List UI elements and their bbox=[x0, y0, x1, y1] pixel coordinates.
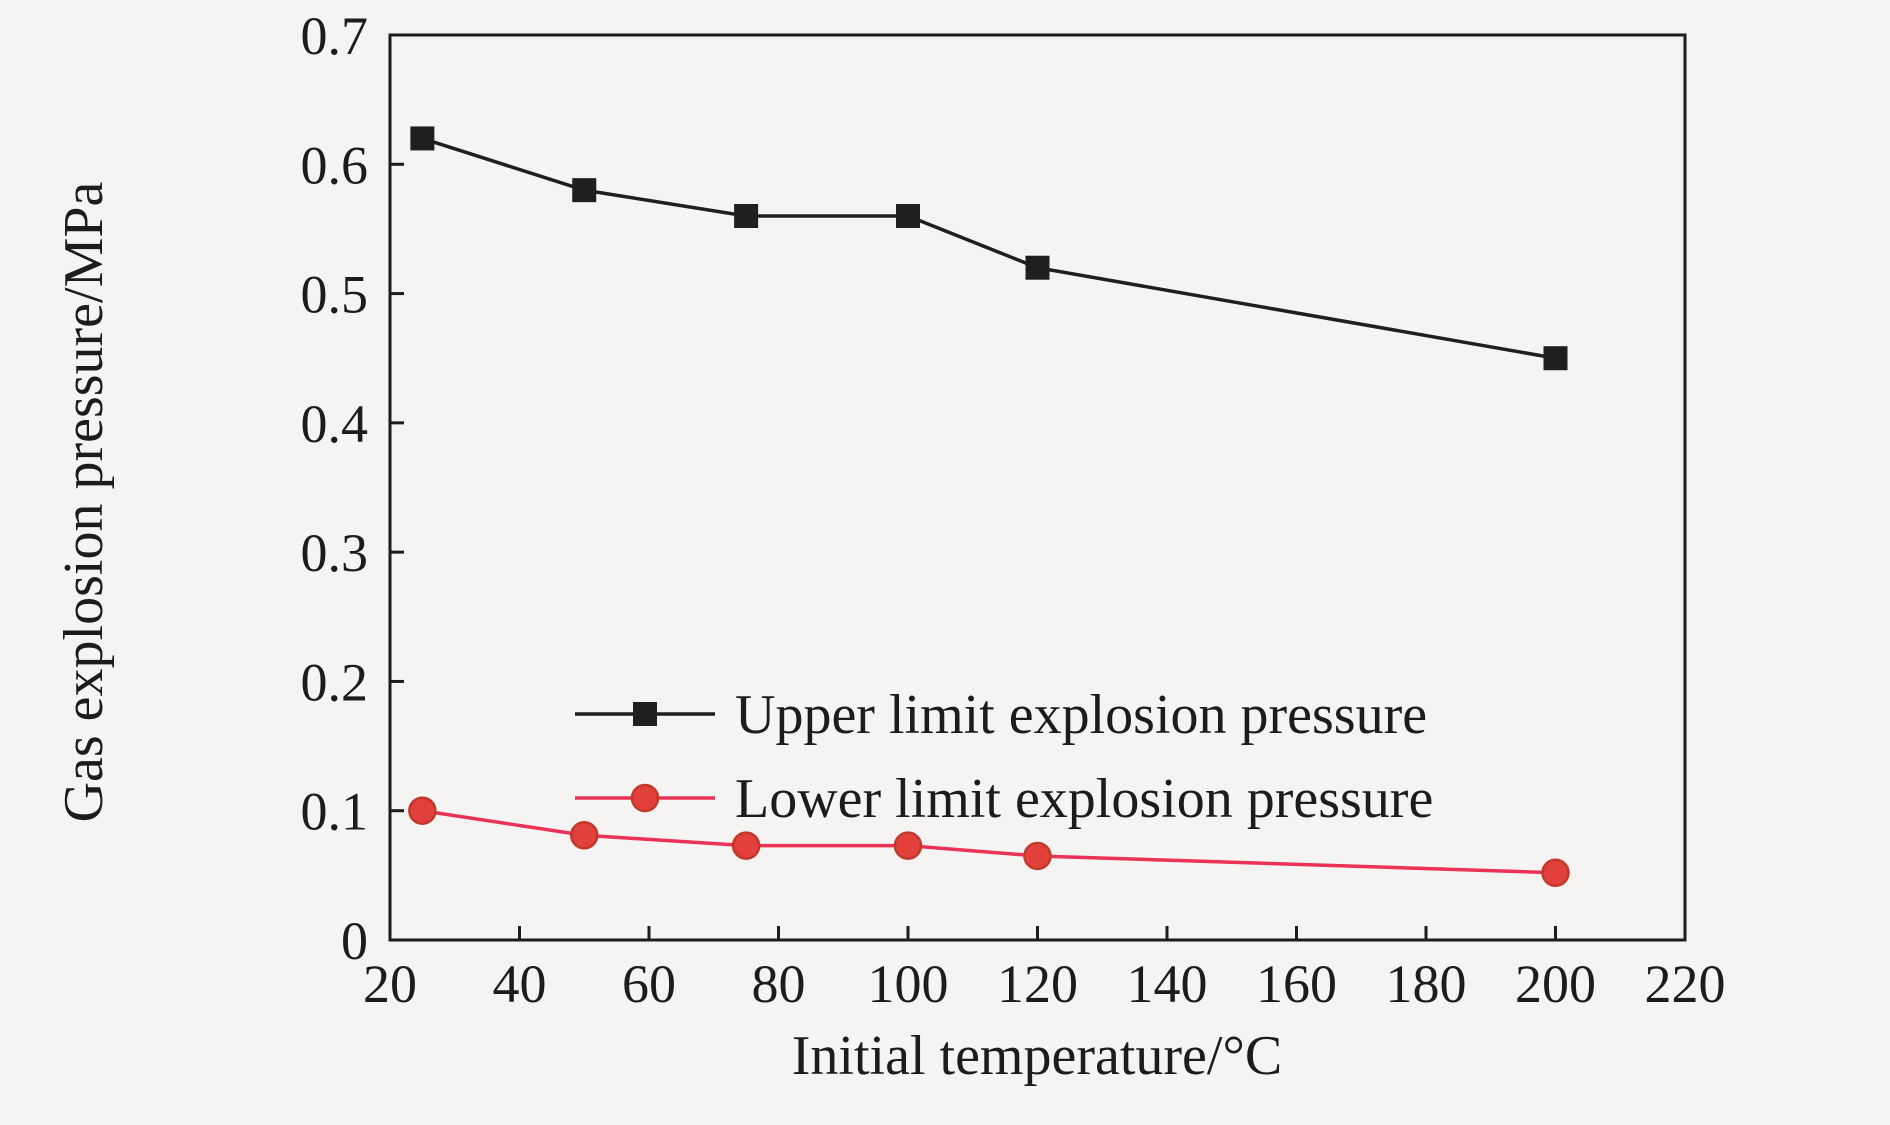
series-0-marker bbox=[1025, 255, 1050, 280]
series-1-marker bbox=[731, 831, 761, 860]
x-tick-label: 160 bbox=[1256, 954, 1337, 1014]
series-1-marker bbox=[570, 821, 599, 850]
x-tick-label: 20 bbox=[363, 954, 417, 1014]
series-1-marker bbox=[408, 796, 437, 825]
legend-swatch-marker bbox=[630, 783, 660, 813]
series-line-0 bbox=[421, 136, 1556, 360]
legend-swatch-marker bbox=[633, 702, 657, 726]
series-line-1 bbox=[422, 808, 1556, 875]
y-tick-label: 0 bbox=[341, 911, 368, 971]
x-tick-label: 200 bbox=[1515, 954, 1596, 1014]
x-tick-label: 100 bbox=[868, 954, 949, 1014]
y-tick-label: 0.4 bbox=[301, 394, 369, 454]
x-axis-title: Initial temperature/°C bbox=[792, 1025, 1282, 1087]
series-1-marker bbox=[1541, 858, 1570, 888]
x-tick-label: 80 bbox=[752, 954, 806, 1014]
series-1-marker bbox=[893, 831, 923, 860]
series-0-marker bbox=[572, 178, 597, 203]
y-tick-label: 0.7 bbox=[301, 6, 369, 66]
series-0-marker bbox=[410, 126, 435, 151]
y-tick-label: 0.3 bbox=[301, 523, 369, 583]
x-tick-label: 180 bbox=[1386, 954, 1467, 1014]
y-axis-title: Gas explosion pressure/MPa bbox=[53, 181, 115, 822]
x-tick-label: 140 bbox=[1127, 954, 1208, 1014]
legend-label: Lower limit explosion pressure bbox=[735, 768, 1433, 830]
x-tick-label: 40 bbox=[493, 954, 547, 1014]
series-0-marker bbox=[896, 204, 920, 228]
series-0-marker bbox=[734, 204, 759, 228]
y-tick-label: 0.6 bbox=[301, 135, 369, 195]
series-0-marker bbox=[1543, 346, 1568, 371]
x-tick-label: 120 bbox=[997, 954, 1078, 1014]
y-tick-label: 0.5 bbox=[301, 265, 369, 325]
y-tick-label: 0.1 bbox=[301, 782, 369, 842]
x-tick-label: 220 bbox=[1645, 954, 1726, 1014]
series-1-marker bbox=[1023, 841, 1052, 871]
legend-label: Upper limit explosion pressure bbox=[735, 684, 1427, 746]
x-tick-label: 60 bbox=[622, 954, 676, 1014]
y-tick-label: 0.2 bbox=[301, 652, 369, 712]
